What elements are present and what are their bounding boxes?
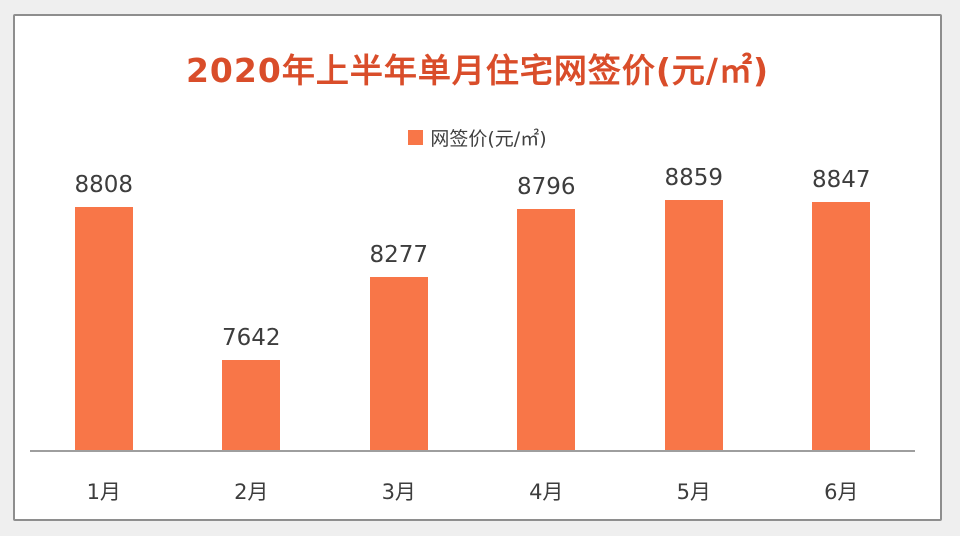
bar-slot: 7642 xyxy=(178,154,326,450)
bar-6月 xyxy=(812,202,871,450)
bar-slot: 8796 xyxy=(473,154,621,450)
bar-slot: 8859 xyxy=(620,154,768,450)
x-axis-label: 2月 xyxy=(234,480,269,504)
x-axis-label: 5月 xyxy=(676,480,711,504)
x-axis-label: 1月 xyxy=(86,480,121,504)
bar-slot: 8847 xyxy=(768,154,916,450)
legend-swatch-icon xyxy=(408,130,424,145)
bar-slot: 8277 xyxy=(325,154,473,450)
chart-card: 2020年上半年单月住宅网签价(元/㎡) 网签价(元/㎡) 8808 7642 82… xyxy=(13,14,942,521)
x-axis-line xyxy=(30,450,915,452)
x-axis-label: 3月 xyxy=(381,480,416,504)
legend-label: 网签价(元/㎡) xyxy=(430,128,547,150)
x-axis-labels: 1月 2月 3月 4月 5月 6月 xyxy=(30,476,915,506)
bar-1月 xyxy=(74,207,133,450)
bar-value-label: 8277 xyxy=(369,242,429,268)
bar-4月 xyxy=(517,209,576,450)
x-axis-label: 4月 xyxy=(529,480,564,504)
bar-slot: 8808 xyxy=(30,154,178,450)
bar-5月 xyxy=(664,200,723,450)
legend: 网签价(元/㎡) xyxy=(15,124,940,151)
bar-value-label: 7642 xyxy=(221,325,281,351)
bar-value-label: 8796 xyxy=(516,174,576,200)
bar-value-label: 8808 xyxy=(74,172,134,198)
chart-title: 2020年上半年单月住宅网签价(元/㎡) xyxy=(185,51,770,90)
bar-value-label: 8859 xyxy=(664,165,724,191)
plot-area: 8808 7642 8277 8796 8859 8847 xyxy=(30,154,915,450)
bar-value-label: 8847 xyxy=(811,167,871,193)
bar-2月 xyxy=(222,360,281,450)
x-axis-label: 6月 xyxy=(824,480,859,504)
bar-3月 xyxy=(369,277,428,450)
